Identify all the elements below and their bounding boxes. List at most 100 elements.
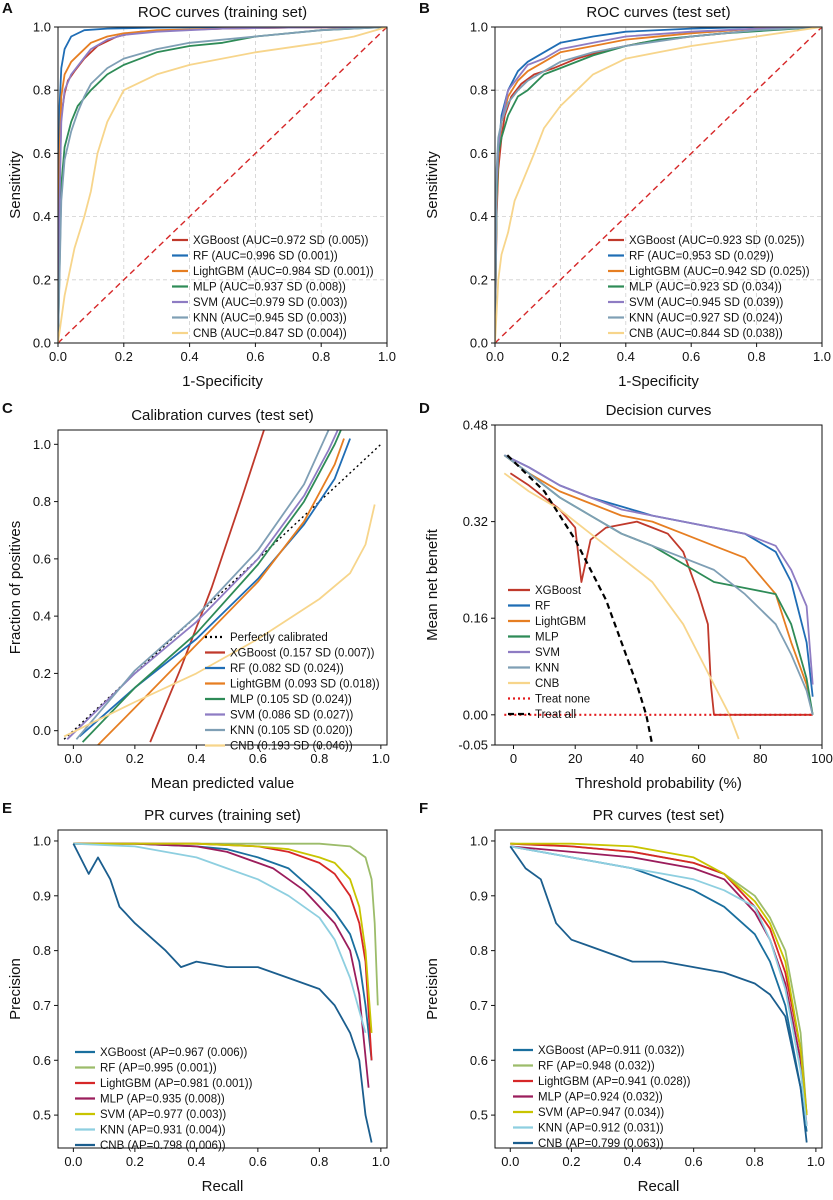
x-tick-label-f-1: 0.2 <box>562 1154 580 1169</box>
series-line-f-cnb <box>509 845 808 1143</box>
legend-label-d-mlp: MLP <box>535 632 559 644</box>
series-line-e-xgboost <box>73 842 373 1061</box>
legend-label-e-rf: RF (AP=0.995 (0.001)) <box>100 1063 217 1075</box>
x-tick-label-f-3: 0.6 <box>685 1154 703 1169</box>
series-line-d-rf <box>503 454 814 697</box>
legend-label-e-cnb: CNB (AP=0.798 (0.006)) <box>100 1140 226 1152</box>
x-axis-label-d: Threshold probability (%) <box>575 775 742 792</box>
series-line-b-knn <box>495 27 822 343</box>
legend-label-d-cnb: CNB <box>535 678 560 690</box>
y-tick-label-e-4: 0.9 <box>33 888 51 903</box>
x-tick-label-f-0: 0.0 <box>501 1154 519 1169</box>
legend-label-a-rf: RF (AUC=0.996 SD (0.001)) <box>193 251 338 263</box>
y-axis-label-a: Sensitivity <box>7 151 24 219</box>
x-tick-label-e-3: 0.6 <box>249 1154 267 1169</box>
panel-e: PR curves (training set) Recall Precision 0… <box>0 800 416 1200</box>
legend-label-f-svm: SVM (AP=0.947 (0.034)) <box>538 1107 664 1119</box>
y-tick-label-d-2: 0.16 <box>463 611 488 626</box>
plot-area-d <box>503 454 814 745</box>
series-line-e-cnb <box>72 843 373 1143</box>
x-tick-label-b-2: 0.4 <box>617 349 635 364</box>
x-tick-label-e-1: 0.2 <box>126 1154 144 1169</box>
x-tick-label-c-1: 0.2 <box>126 751 144 766</box>
legend-c: Perfectly calibrated XGBoost (0.157 SD (0… <box>205 632 380 753</box>
x-tick-label-a-2: 0.4 <box>181 349 199 364</box>
y-tick-label-f-4: 0.9 <box>470 888 488 903</box>
x-axis-label-f: Recall <box>638 1178 680 1195</box>
series-line-a-cnb <box>58 27 387 343</box>
legend-label-a-knn: KNN (AUC=0.945 SD (0.003)) <box>193 313 347 325</box>
series-line-b-cnb <box>495 27 822 343</box>
series-line-e-mlp <box>73 842 370 1088</box>
legend-d: XGBoost RF LightGBM MLP SVM KNN CNB Treat none T… <box>508 585 590 721</box>
panel-letter-f: F <box>419 800 429 817</box>
y-tick-label-a-3: 0.6 <box>33 146 51 161</box>
y-tick-label-b-5: 1.0 <box>470 20 488 35</box>
x-tick-label-f-2: 0.4 <box>623 1154 641 1169</box>
panel-b: ROC curves (test set) 1-Specificity Sensit… <box>417 0 833 400</box>
series-line-f-mlp <box>510 845 808 1127</box>
y-axis-label-d: Mean net benefit <box>424 528 441 641</box>
plot-frame-a <box>57 26 388 344</box>
chart-c: Calibration curves (test set) Mean predic… <box>7 407 390 792</box>
y-tick-label-f-1: 0.6 <box>470 1053 488 1068</box>
series-line-c-xgboost <box>149 430 265 743</box>
chart-title-e: PR curves (training set) <box>144 807 301 824</box>
series-line-d-xgboost <box>509 472 813 716</box>
legend-label-c-svm: SVM (0.086 SD (0.027)) <box>230 710 354 722</box>
y-tick-label-f-2: 0.7 <box>470 998 488 1013</box>
panel-f: PR curves (test set) Recall Precision 0.0 0.… <box>417 800 833 1200</box>
legend-label-d-xgboost: XGBoost <box>535 585 582 597</box>
y-tick-label-f-3: 0.8 <box>470 943 488 958</box>
legend-label-b-rf: RF (AUC=0.953 SD (0.029)) <box>629 251 774 263</box>
series-line-a-svm <box>58 27 387 343</box>
x-tick-label-a-5: 1.0 <box>378 349 396 364</box>
series-line-c-knn <box>75 430 330 740</box>
panel-d: Decision curves Threshold probability (%)… <box>417 400 833 800</box>
y-tick-label-b-3: 0.6 <box>470 146 488 161</box>
x-tick-label-d-5: 100 <box>811 751 833 766</box>
x-tick-label-a-0: 0.0 <box>49 349 67 364</box>
y-tick-label-f-0: 0.5 <box>470 1108 488 1123</box>
legend-a: XGBoost (AUC=0.972 SD (0.005)) RF (AUC=0.… <box>172 235 374 340</box>
panel-letter-c: C <box>2 400 13 417</box>
x-tick-label-a-3: 0.6 <box>246 349 264 364</box>
y-axis-label-f: Precision <box>424 958 441 1020</box>
series-line-f-lightgbm <box>510 842 808 1116</box>
x-tick-label-e-0: 0.0 <box>64 1154 82 1169</box>
series-line-d-cnb <box>503 472 740 740</box>
y-tick-label-e-0: 0.5 <box>33 1108 51 1123</box>
legend-label-a-svm: SVM (AUC=0.979 SD (0.003)) <box>193 297 348 309</box>
x-tick-label-c-2: 0.4 <box>187 751 205 766</box>
plot-area-a <box>58 27 387 343</box>
legend-label-f-xgboost: XGBoost (AP=0.911 (0.032)) <box>538 1045 685 1057</box>
y-tick-label-b-4: 0.8 <box>470 83 488 98</box>
panel-c: Calibration curves (test set) Mean predic… <box>0 400 416 800</box>
x-tick-label-c-5: 1.0 <box>372 751 390 766</box>
series-line-d-knn <box>503 454 814 716</box>
panel-letter-a: A <box>2 0 13 17</box>
plot-frame-f <box>494 829 823 1149</box>
x-tick-label-b-5: 1.0 <box>813 349 831 364</box>
plot-frame-b <box>494 26 823 344</box>
y-tick-label-a-1: 0.2 <box>33 272 51 287</box>
x-tick-label-f-4: 0.8 <box>746 1154 764 1169</box>
series-line-d-treat-all <box>506 454 654 745</box>
x-axis-label-c: Mean predicted value <box>151 775 294 792</box>
legend-label-c-knn: KNN (0.105 SD (0.020)) <box>230 725 353 737</box>
legend-label-e-knn: KNN (AP=0.931 (0.004)) <box>100 1125 226 1137</box>
x-tick-label-c-0: 0.0 <box>64 751 82 766</box>
plot-frame-e <box>57 829 388 1149</box>
legend-label-a-xgboost: XGBoost (AUC=0.972 SD (0.005)) <box>193 235 369 247</box>
series-line-d-lightgbm <box>503 454 814 715</box>
legend-label-e-mlp: MLP (AP=0.935 (0.008)) <box>100 1094 225 1106</box>
legend-label-c-lightgbm: LightGBM (0.093 SD (0.018)) <box>230 679 380 691</box>
x-tick-label-a-4: 0.8 <box>312 349 330 364</box>
legend-b: XGBoost (AUC=0.923 SD (0.025)) RF (AUC=0.… <box>608 235 810 340</box>
x-tick-label-c-4: 0.8 <box>310 751 328 766</box>
reference-line-c <box>63 443 382 740</box>
plot-area-c <box>63 430 382 745</box>
legend-label-d-knn: KNN <box>535 663 559 675</box>
series-line-e-knn <box>73 842 367 1034</box>
y-tick-label-c-3: 0.6 <box>33 551 51 566</box>
